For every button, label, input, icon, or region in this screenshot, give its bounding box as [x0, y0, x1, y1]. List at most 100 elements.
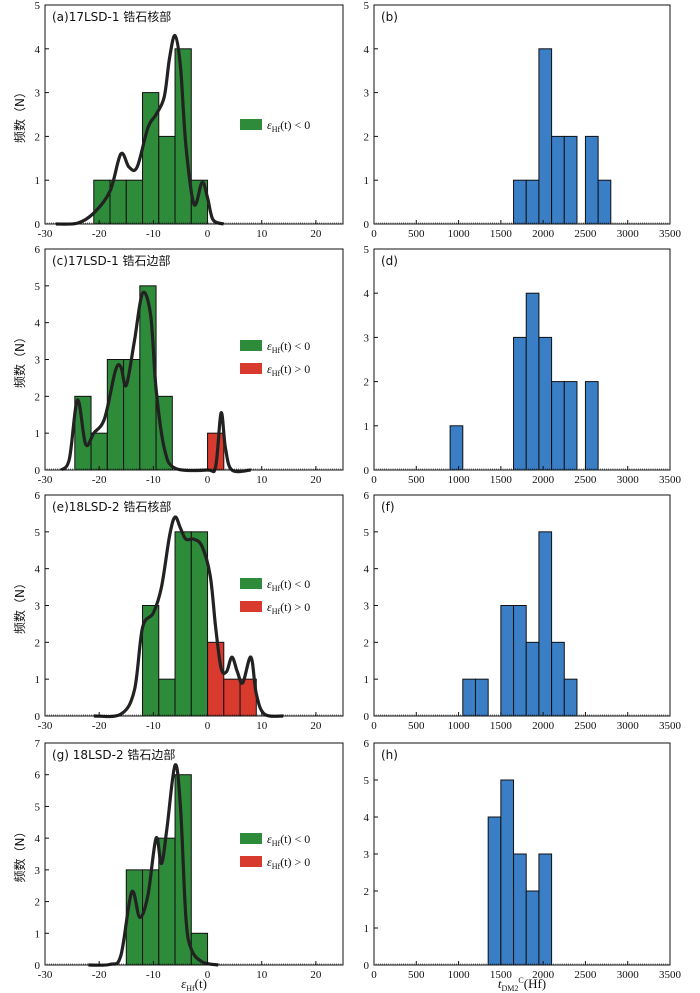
- bar-f-0: [462, 678, 476, 717]
- legend-label-pos: εHf(t) > 0: [267, 855, 310, 871]
- legend-swatch-neg: [240, 340, 262, 351]
- x-tick-label: 0: [371, 228, 377, 240]
- y-tick-label: 2: [364, 637, 370, 649]
- x-tick-label: 2500: [574, 969, 597, 981]
- x-tick-label: 10: [256, 228, 268, 240]
- x-tick-label: -20: [92, 969, 107, 981]
- panel-h: 0 500 1000 1500 2000 2500 3000 3500 0 1 2 3 4 5 6 (h): [364, 738, 682, 981]
- legend-label-pos: εHf(t) > 0: [267, 600, 310, 616]
- bar-a-4: [158, 135, 176, 225]
- bar-h-2: [513, 853, 527, 966]
- y-tick-label: 5: [35, 281, 41, 293]
- y-tick-label: 0: [364, 960, 370, 972]
- y-tick-label: 1: [35, 428, 41, 440]
- x-tick-label: 2000: [532, 969, 555, 981]
- bar-d-6: [584, 381, 599, 471]
- x-tick-label: 20: [310, 969, 322, 981]
- x-tick-label: 2500: [574, 720, 597, 732]
- y-tick-label: 6: [35, 770, 41, 782]
- y-tick-label: 2: [364, 886, 370, 898]
- bar-c-3: [123, 359, 141, 471]
- y-tick-label: 1: [364, 674, 370, 686]
- x-tick-label: 3000: [617, 969, 640, 981]
- x-tick-label: -20: [92, 720, 107, 732]
- panel-title-a: (a)17LSD-1 锆石核部: [52, 9, 171, 24]
- y-tick-label: 1: [35, 674, 41, 686]
- x-tick-label: 2000: [532, 228, 555, 240]
- y-tick-label: 5: [364, 244, 370, 256]
- x-tick-label: 500: [408, 720, 425, 732]
- y-tick-label: 2: [364, 377, 370, 389]
- x-tick-label: 1000: [448, 720, 471, 732]
- x-tick-label: 0: [205, 720, 211, 732]
- x-tick-label: 3000: [617, 228, 640, 240]
- bar-a-2: [125, 179, 144, 225]
- y-tick-label: 6: [364, 738, 370, 750]
- bar-d-3: [538, 336, 553, 471]
- kde-curve-c: [59, 290, 252, 474]
- legend-label-pos: εHf(t) > 0: [267, 362, 310, 378]
- x-tick-label: 0: [371, 720, 377, 732]
- x-tick-label: 20: [310, 720, 322, 732]
- panel-title-e: (e)18LSD-2 锆石核部: [52, 499, 171, 514]
- y-tick-label: 3: [364, 332, 370, 344]
- y-tick-label: 0: [364, 465, 370, 477]
- panel-title-g: (g) 18LSD-2 锆石边部: [52, 747, 175, 762]
- bar-h-3: [525, 890, 540, 966]
- panel-f: 0 500 1000 1500 2000 2500 3000 3500 0 1 2 3 4 5 6 (f): [364, 490, 682, 732]
- kde-curve-a: [55, 34, 225, 226]
- x-tick-label: 1000: [448, 474, 471, 486]
- panel-g: -30 -20 -10 0 10 20 0 1 2 3 4 5 6 7 (g) 18LSD-2 锆石边部频数…: [12, 738, 344, 981]
- y-tick-label: 5: [364, 775, 370, 787]
- x-tick-label: 1000: [448, 969, 471, 981]
- y-tick-label: 1: [364, 421, 370, 433]
- x-tick-label: 1500: [490, 474, 513, 486]
- y-tick-label: 6: [364, 490, 370, 502]
- y-tick-label: 3: [35, 601, 41, 613]
- x-tick-label: 10: [256, 474, 268, 486]
- bar-b-2: [538, 48, 553, 225]
- x-tick-label: 3000: [617, 474, 640, 486]
- panel-e: -30 -20 -10 0 10 20 0 1 2 3 4 5 6 (e)18LSD-2 锆石核部频数（N…: [12, 490, 344, 732]
- y-tick-label: 0: [364, 711, 370, 723]
- bar-f-1: [474, 678, 489, 717]
- y-tick-label: 3: [364, 88, 370, 100]
- bar-b-0: [513, 179, 527, 225]
- legend-swatch-pos: [240, 601, 262, 612]
- x-tick-label: -10: [146, 720, 161, 732]
- x-axis-label-left: εHf(t): [181, 976, 207, 993]
- bar-f-5: [538, 531, 553, 717]
- y-tick-label: 3: [364, 601, 370, 613]
- y-tick-label: 3: [35, 355, 41, 367]
- y-axis-label: 频数（N）: [12, 86, 27, 143]
- legend-swatch-neg: [240, 578, 262, 589]
- y-tick-label: 4: [35, 44, 41, 56]
- bar-f-2: [500, 605, 515, 717]
- y-tick-label: 4: [35, 564, 41, 576]
- x-tick-label: -30: [38, 474, 53, 486]
- bar-f-4: [525, 641, 540, 717]
- panel-title-d: (d): [381, 254, 398, 268]
- bar-h-0: [487, 816, 502, 966]
- x-tick-label: 1000: [448, 228, 471, 240]
- x-tick-label: 2500: [574, 474, 597, 486]
- y-tick-label: 2: [35, 391, 41, 403]
- y-tick-label: 3: [35, 88, 41, 100]
- bar-d-0: [449, 425, 464, 471]
- y-tick-label: 4: [364, 44, 370, 56]
- x-tick-label: -30: [38, 720, 53, 732]
- x-tick-label: 500: [408, 969, 425, 981]
- x-tick-label: 3000: [617, 720, 640, 732]
- panel-c: -30 -20 -10 0 10 20 0 1 2 3 4 5 6 (c)17LSD-1 锆石边部频数（N…: [12, 244, 344, 486]
- y-tick-label: 6: [35, 244, 41, 256]
- legend-label-neg: εHf(t) < 0: [267, 339, 310, 355]
- kde-curve-e: [93, 515, 284, 719]
- legend-swatch-neg: [240, 833, 262, 844]
- panel-title-b: (b): [381, 10, 398, 24]
- y-tick-label: 4: [364, 288, 370, 300]
- legend-label-neg: εHf(t) < 0: [267, 832, 310, 848]
- y-tick-label: 2: [35, 637, 41, 649]
- y-tick-label: 0: [364, 219, 370, 231]
- bar-f-7: [563, 678, 578, 717]
- legend-swatch-neg: [240, 119, 262, 130]
